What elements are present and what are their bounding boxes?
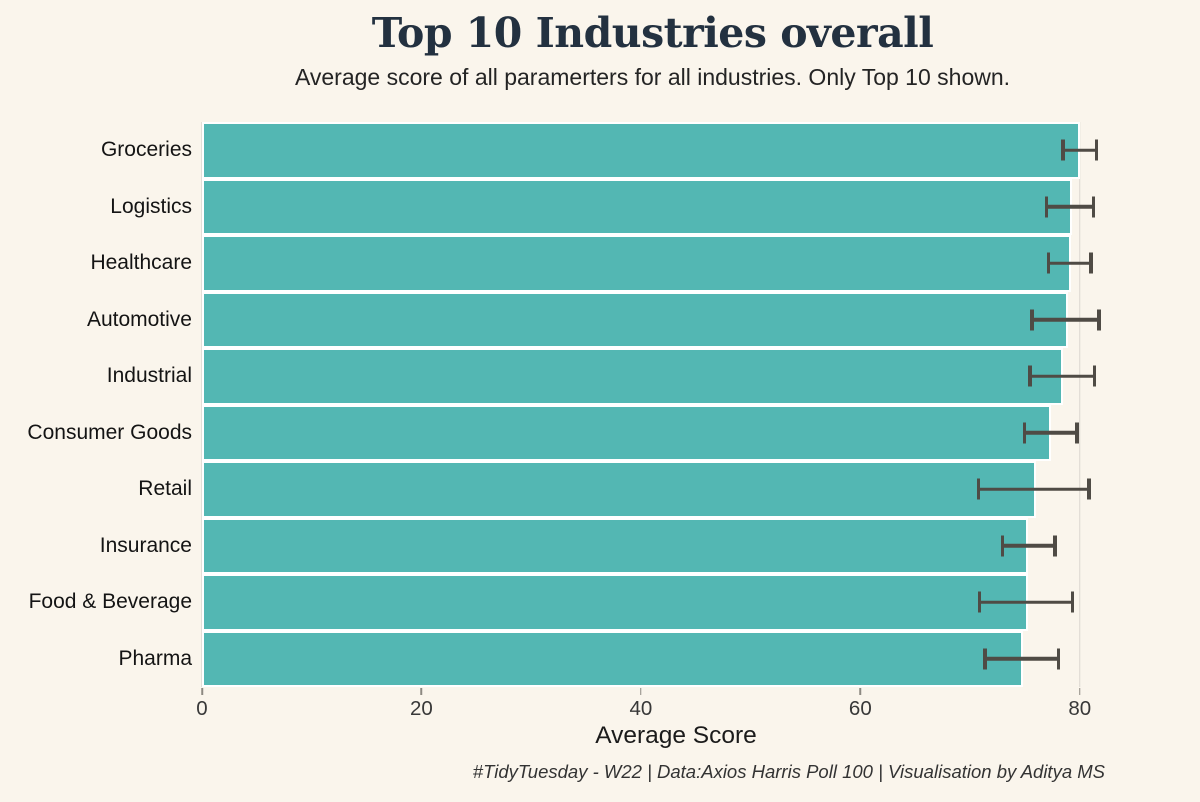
category-label: Industrial bbox=[106, 364, 192, 388]
error-bar-cap-right bbox=[1056, 648, 1061, 670]
row-panel bbox=[202, 517, 1150, 574]
error-bar-line bbox=[1044, 205, 1096, 209]
error-bar-cap-right bbox=[1075, 422, 1079, 444]
error-bar bbox=[977, 591, 1075, 613]
error-bar bbox=[976, 478, 1091, 500]
error-bar-cap-left bbox=[977, 591, 982, 613]
error-bar bbox=[1061, 139, 1099, 161]
category-label: Consumer Goods bbox=[27, 420, 192, 444]
tick-mark bbox=[859, 688, 862, 695]
category-label: Food & Beverage bbox=[28, 590, 192, 614]
error-bar-line bbox=[1046, 261, 1093, 265]
row-panel bbox=[202, 291, 1150, 348]
row-panel bbox=[202, 235, 1150, 292]
row-panel bbox=[202, 461, 1150, 518]
row-panel bbox=[202, 630, 1150, 687]
error-bar-cap-right bbox=[1070, 591, 1075, 613]
error-bar bbox=[1046, 252, 1093, 274]
category-label: Insurance bbox=[99, 533, 192, 557]
error-bar bbox=[1044, 196, 1096, 218]
bar bbox=[202, 404, 1052, 461]
bar-row: Consumer Goods bbox=[0, 404, 1200, 461]
category-label: Logistics bbox=[110, 194, 192, 218]
error-bar bbox=[1030, 309, 1101, 331]
tick-mark bbox=[1079, 688, 1081, 695]
gridline bbox=[1079, 122, 1081, 687]
error-bar-cap-left bbox=[1028, 365, 1032, 387]
row-panel bbox=[202, 122, 1150, 179]
chart-title: Top 10 Industries overall bbox=[371, 9, 934, 57]
category-label: Healthcare bbox=[90, 251, 192, 275]
tick-label: 20 bbox=[410, 697, 433, 720]
bar-row: Healthcare bbox=[0, 235, 1200, 292]
row-panel bbox=[202, 574, 1150, 631]
category-label: Groceries bbox=[100, 138, 192, 162]
bar-row: Food & Beverage bbox=[0, 574, 1200, 631]
error-bar-line bbox=[1030, 318, 1101, 322]
bar bbox=[202, 122, 1080, 179]
bar bbox=[202, 235, 1071, 292]
row-panel bbox=[202, 404, 1150, 461]
error-bar-line bbox=[1000, 544, 1057, 548]
category-label: Automotive bbox=[86, 307, 192, 331]
bar bbox=[202, 348, 1064, 405]
chart-caption: #TidyTuesday - W22 | Data:Axios Harris P… bbox=[472, 761, 1105, 782]
error-bar-cap-right bbox=[1089, 252, 1093, 274]
bar-row: Groceries bbox=[0, 122, 1200, 179]
tick-mark bbox=[201, 688, 203, 695]
error-bar-line bbox=[976, 487, 1091, 491]
error-bar-cap-right bbox=[1092, 365, 1097, 387]
bar-row: Pharma bbox=[0, 630, 1200, 687]
error-bar-line bbox=[983, 657, 1061, 661]
error-bar-line bbox=[1028, 374, 1097, 378]
error-bar-cap-right bbox=[1091, 196, 1096, 218]
error-bar bbox=[1022, 422, 1079, 444]
bar-row: Industrial bbox=[0, 348, 1200, 405]
error-bar bbox=[983, 648, 1061, 670]
category-label: Pharma bbox=[118, 646, 192, 670]
bar-row: Insurance bbox=[0, 517, 1200, 574]
error-bar-line bbox=[977, 600, 1075, 604]
row-panel bbox=[202, 178, 1150, 235]
error-bar-cap-right bbox=[1087, 478, 1091, 500]
error-bar-cap-left bbox=[1044, 196, 1049, 218]
chart-header: Top 10 Industries overall Average score … bbox=[105, 9, 1200, 91]
error-bar-line bbox=[1061, 148, 1099, 152]
error-bar-cap-right bbox=[1097, 309, 1101, 331]
error-bar-cap-right bbox=[1094, 139, 1099, 161]
error-bar-line bbox=[1022, 431, 1079, 435]
tick-mark bbox=[420, 688, 423, 695]
bar-row: Automotive bbox=[0, 291, 1200, 348]
bar bbox=[202, 517, 1029, 574]
x-axis: 0 20 40 60 80 bbox=[196, 687, 1150, 721]
bar bbox=[202, 178, 1073, 235]
bar-row: Logistics bbox=[0, 178, 1200, 235]
chart-subtitle: Average score of all paramerters for all… bbox=[294, 64, 1011, 91]
bar bbox=[202, 574, 1029, 631]
x-axis-title: Average Score bbox=[595, 722, 757, 749]
bar bbox=[202, 291, 1068, 348]
error-bar-cap-left bbox=[1000, 535, 1005, 557]
tick-mark bbox=[640, 688, 642, 695]
bar-row: Retail bbox=[0, 461, 1200, 518]
bar bbox=[202, 630, 1023, 687]
bar bbox=[202, 461, 1036, 518]
category-label: Retail bbox=[138, 477, 192, 501]
error-bar-cap-left bbox=[1022, 422, 1027, 444]
error-bar bbox=[1000, 535, 1057, 557]
error-bar-cap-right bbox=[1053, 535, 1057, 557]
error-bar-cap-left bbox=[1030, 309, 1034, 331]
tick-label: 40 bbox=[629, 697, 653, 720]
error-bar-cap-left bbox=[983, 648, 987, 670]
error-bar-cap-left bbox=[1061, 139, 1065, 161]
tick-label: 0 bbox=[196, 697, 208, 720]
tick-label: 60 bbox=[848, 697, 872, 720]
row-panel bbox=[202, 348, 1150, 405]
bar-rows: Groceries Logistics Healthcare bbox=[0, 122, 1200, 687]
error-bar-cap-left bbox=[976, 478, 981, 500]
error-bar bbox=[1028, 365, 1097, 387]
tick-label: 80 bbox=[1068, 697, 1092, 720]
error-bar-cap-left bbox=[1046, 252, 1051, 274]
